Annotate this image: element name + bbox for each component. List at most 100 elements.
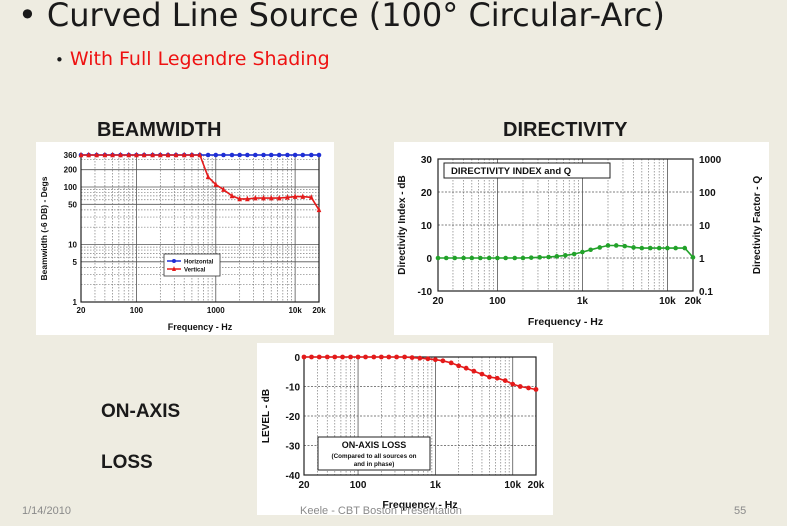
- footer-page: 55: [734, 505, 747, 517]
- directivity-heading: DIRECTIVITY: [503, 119, 628, 141]
- data-point: [165, 151, 171, 158]
- data-point: [172, 259, 176, 263]
- x-tick-label: 20k: [312, 306, 326, 315]
- x-tick-label: 100: [130, 306, 144, 315]
- data-point: [495, 255, 500, 261]
- data-point: [533, 387, 539, 392]
- data-point: [150, 151, 155, 158]
- data-point: [205, 152, 211, 158]
- x-axis-label: Frequency - Hz: [382, 499, 457, 511]
- data-point: [221, 152, 226, 158]
- y-tick-label: 360: [64, 151, 78, 160]
- x-tick-label: 10k: [659, 296, 676, 307]
- data-point: [276, 194, 282, 201]
- y-tick-label: -10: [286, 383, 301, 394]
- data-point: [690, 255, 696, 260]
- x-tick-label: 10k: [504, 480, 521, 491]
- data-point: [309, 194, 314, 200]
- plot-frame: [437, 158, 694, 292]
- y-right-tick-label: 10: [699, 221, 711, 232]
- data-point: [229, 192, 235, 199]
- y-right-tick-label: 1000: [699, 155, 722, 166]
- data-point: [443, 255, 449, 261]
- footer-date: 1/14/2010: [22, 505, 71, 517]
- y-tick-label: 10: [421, 221, 433, 232]
- data-point: [126, 151, 132, 158]
- data-point: [502, 378, 508, 383]
- data-point: [371, 354, 377, 360]
- data-point: [292, 152, 298, 158]
- data-point: [448, 360, 454, 366]
- onaxis-panel: ON-AXIS LOSS (Compared to all sources on a…: [257, 343, 553, 515]
- data-point: [268, 194, 274, 201]
- onaxis-chart: ON-AXIS LOSS (Compared to all sources ona…: [261, 353, 545, 511]
- data-point: [639, 245, 645, 251]
- y-tick-label: 0: [294, 353, 300, 364]
- data-point: [510, 381, 516, 387]
- data-point: [213, 152, 219, 158]
- footer-center: Keele - CBT Boston Presentation: [300, 505, 462, 517]
- chart-title: DIRECTIVITY INDEX and Q: [451, 166, 571, 177]
- data-point: [197, 151, 203, 158]
- data-point: [526, 385, 531, 391]
- y-tick-label: 200: [64, 166, 78, 175]
- data-point: [478, 255, 483, 261]
- data-point: [102, 151, 108, 158]
- data-point: [487, 374, 492, 380]
- data-point: [78, 151, 84, 158]
- plot-frame: [80, 154, 320, 303]
- data-point: [471, 368, 477, 374]
- legend-label: Vertical: [184, 268, 206, 274]
- directivity-chart: DIRECTIVITY INDEX and Q -10 0.1 0 1 10 10 20 100…: [397, 155, 763, 328]
- y-right-tick-label: 1: [699, 254, 705, 265]
- y-tick-label: 1: [73, 298, 78, 307]
- x-tick-label: 1k: [577, 296, 589, 307]
- data-point: [309, 354, 314, 360]
- data-point: [554, 254, 560, 259]
- data-point: [261, 152, 266, 158]
- beamwidth-panel: 1 5 10 50 100 200 360 20 100 1000 10k 20k Frequency …: [36, 142, 334, 335]
- data-point: [469, 255, 475, 261]
- data-point: [316, 206, 322, 213]
- data-point: [181, 151, 187, 158]
- x-tick-label: 20k: [528, 480, 545, 491]
- data-point: [86, 151, 91, 158]
- y-tick-label: -30: [286, 442, 301, 453]
- x-axis-label: Frequency - Hz: [168, 322, 233, 332]
- annotation-box: [317, 436, 431, 471]
- legend-box: [163, 253, 221, 277]
- data-point: [486, 255, 492, 261]
- y-right-tick-label: 0.1: [699, 287, 713, 298]
- data-point: [665, 245, 670, 251]
- data-point: [517, 384, 523, 389]
- data-point: [172, 266, 176, 271]
- y-axis-label: LEVEL - dB: [261, 389, 272, 443]
- x-tick-label: 10k: [288, 306, 302, 315]
- data-point: [503, 255, 508, 261]
- data-point: [378, 354, 384, 360]
- data-point: [213, 181, 219, 187]
- beamwidth-chart: 1 5 10 50 100 200 360 20 100 1000 10k 20k Frequency …: [39, 151, 326, 332]
- data-point: [316, 152, 322, 158]
- data-point: [386, 354, 392, 360]
- data-point: [479, 371, 485, 377]
- y-axis-label: Directivity Index - dB: [397, 175, 408, 274]
- data-point: [205, 173, 211, 180]
- data-point: [682, 245, 688, 251]
- data-point: [276, 152, 282, 158]
- data-point: [613, 243, 619, 248]
- data-point: [512, 255, 518, 261]
- data-point: [452, 255, 458, 261]
- y-tick-label: -20: [286, 412, 301, 423]
- data-point: [268, 152, 274, 158]
- data-point: [417, 355, 423, 361]
- data-point: [261, 194, 266, 201]
- data-point: [363, 354, 368, 360]
- data-point: [118, 151, 123, 158]
- title-text: Curved Line Source (100° Circular-Arc): [46, 0, 665, 34]
- title-bullet: •: [18, 0, 37, 34]
- data-point: [588, 247, 593, 253]
- data-point: [300, 193, 306, 199]
- y-right-tick-label: 100: [699, 188, 716, 199]
- data-point: [432, 357, 438, 363]
